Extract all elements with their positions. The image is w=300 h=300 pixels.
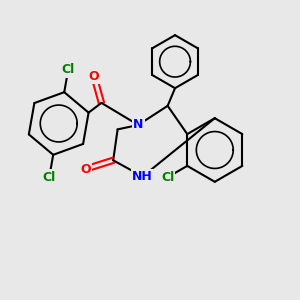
Text: Cl: Cl: [43, 171, 56, 184]
Text: O: O: [80, 163, 91, 176]
Text: Cl: Cl: [161, 171, 174, 184]
Text: O: O: [89, 70, 99, 83]
Text: Cl: Cl: [61, 63, 75, 76]
Text: N: N: [133, 118, 143, 131]
Text: NH: NH: [132, 170, 153, 183]
